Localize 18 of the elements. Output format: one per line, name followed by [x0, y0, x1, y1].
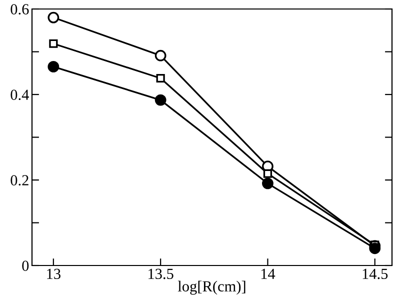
point: [48, 12, 60, 24]
point: [49, 39, 58, 48]
y-tick-label: 0.2: [10, 175, 28, 186]
point: [369, 242, 381, 254]
x-axis-title: log[R(cm)]: [178, 280, 246, 295]
point: [156, 74, 165, 83]
x-tick-label: 14.5: [362, 268, 388, 280]
point: [154, 50, 166, 62]
y-tick-label: 0.6: [10, 4, 29, 15]
point: [154, 94, 166, 106]
x-tick-label: 14: [261, 268, 276, 279]
x-tick-label: 13: [47, 268, 60, 280]
y-tick-label: 0.4: [10, 90, 29, 100]
x-tick-label: 13.5: [148, 268, 174, 280]
point: [262, 178, 274, 190]
point: [48, 61, 60, 72]
point: [263, 169, 272, 178]
y-tick-label: 0: [22, 260, 29, 271]
